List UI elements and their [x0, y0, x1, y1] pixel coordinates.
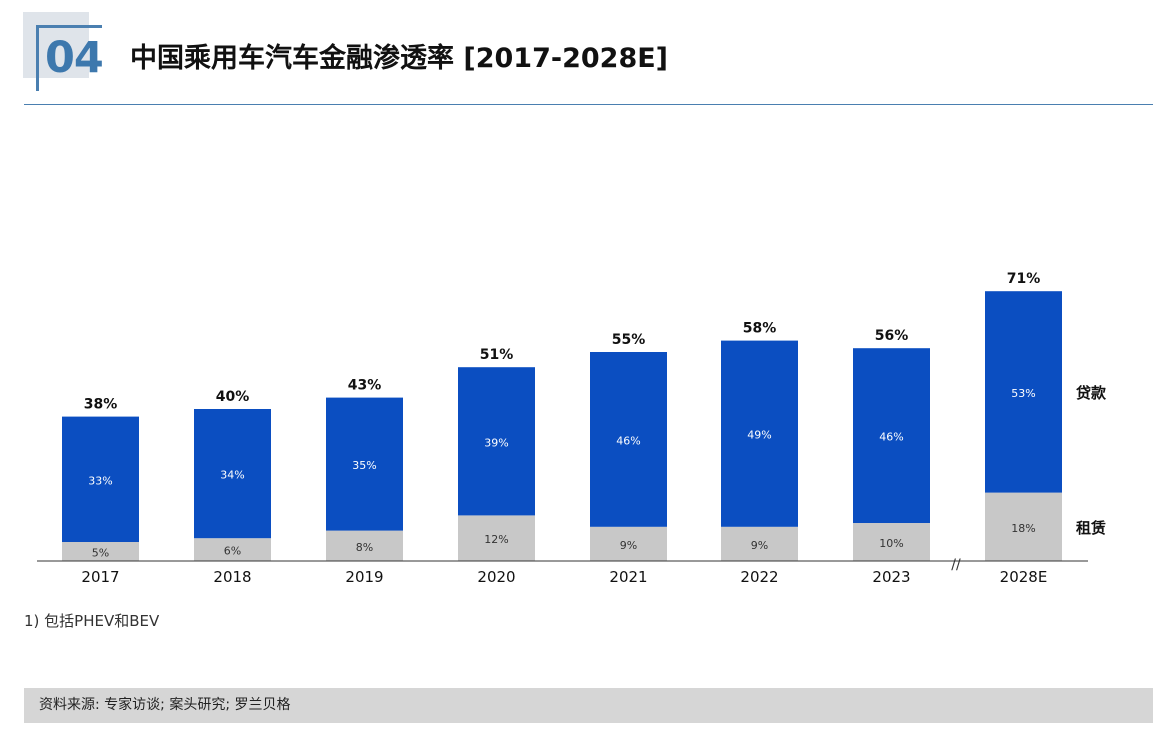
data-label-lease: 8% [356, 541, 373, 554]
x-tick-label: 2019 [345, 568, 383, 586]
data-label-loan: 53% [1011, 387, 1035, 400]
legend-label-loan: 贷款 [1076, 384, 1107, 402]
data-label-lease: 6% [224, 545, 241, 558]
source-bar: 资料来源: 专家访谈; 案头研究; 罗兰贝格 [24, 688, 1153, 723]
bar-segment-loan [721, 340, 798, 527]
bar-segment-loan [62, 416, 139, 542]
bar-segment-loan [458, 367, 535, 516]
total-label: 40% [216, 389, 250, 405]
legend-label-lease: 租赁 [1076, 519, 1106, 537]
data-label-lease: 5% [92, 547, 109, 560]
bar-segment-lease [194, 538, 271, 561]
data-label-loan: 35% [352, 459, 376, 472]
total-label: 38% [84, 397, 118, 413]
data-label-loan: 46% [879, 431, 903, 444]
bar-segment-lease [985, 492, 1062, 561]
bar-segment-loan [853, 348, 930, 523]
bar-segment-lease [458, 515, 535, 561]
total-label: 43% [348, 378, 382, 394]
total-label: 58% [743, 321, 777, 337]
total-label: 51% [480, 347, 514, 363]
data-label-lease: 12% [484, 533, 508, 546]
data-label-lease: 10% [879, 537, 903, 550]
x-tick-label: 2028E [1000, 568, 1048, 586]
data-label-lease: 9% [620, 539, 637, 552]
bar-segment-lease [326, 530, 403, 561]
bar-segment-loan [985, 291, 1062, 493]
data-label-loan: 39% [484, 436, 508, 449]
data-label-lease: 9% [751, 539, 768, 552]
data-label-loan: 46% [616, 434, 640, 447]
total-label: 71% [1007, 271, 1041, 287]
bar-segment-lease [721, 526, 798, 561]
x-tick-label: 2018 [213, 568, 251, 586]
x-tick-label: 2022 [740, 568, 778, 586]
x-tick-label: 2017 [81, 568, 119, 586]
data-label-loan: 34% [220, 469, 244, 482]
axis-break-marker: // [951, 557, 961, 573]
footnote: 1) 包括PHEV和BEV [24, 612, 160, 630]
x-tick-label: 2023 [872, 568, 910, 586]
bar-segment-loan [590, 352, 667, 527]
section-badge-frame [36, 25, 102, 91]
section-number: 04 [45, 33, 104, 83]
total-label: 55% [612, 332, 646, 348]
bar-segment-lease [853, 523, 930, 561]
data-label-loan: 49% [747, 429, 771, 442]
page-title: 中国乘用车汽车金融渗透率 [2017-2028E] [130, 43, 669, 74]
section-badge-background [23, 12, 89, 78]
x-tick-label: 2020 [477, 568, 515, 586]
bar-segment-lease [62, 542, 139, 561]
title-divider [24, 104, 1153, 105]
bar-segment-loan [326, 397, 403, 531]
bar-segment-lease [590, 526, 667, 561]
data-label-loan: 33% [88, 474, 112, 487]
total-label: 56% [875, 328, 909, 344]
bar-segment-loan [194, 409, 271, 539]
data-label-lease: 18% [1011, 522, 1035, 535]
x-tick-label: 2021 [609, 568, 647, 586]
